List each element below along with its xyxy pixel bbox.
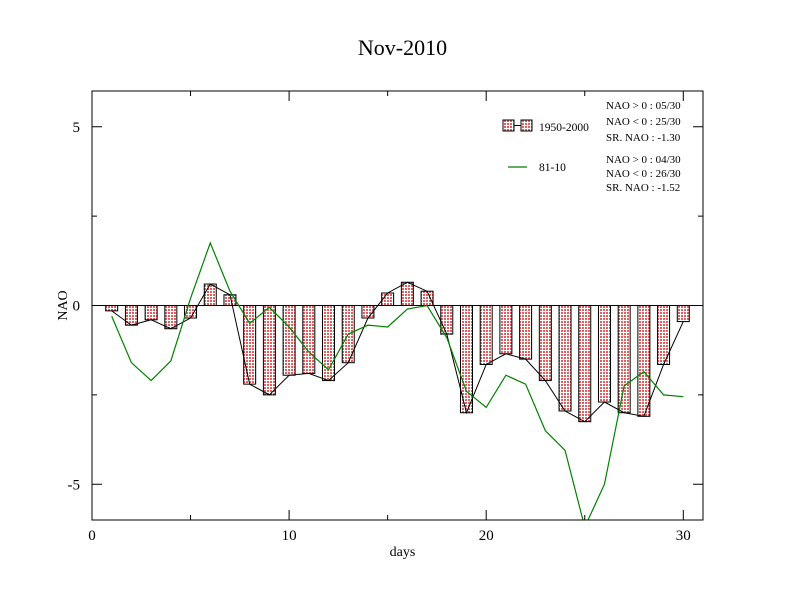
y-tick-label: 0 — [73, 299, 81, 315]
chart-title: Nov-2010 — [358, 35, 447, 60]
bar — [538, 305, 552, 382]
series-line-81-10 — [111, 241, 684, 520]
x-tick-label: 30 — [676, 528, 691, 544]
bar — [105, 305, 119, 312]
bar — [519, 305, 533, 360]
legend-label-1950-2000: 1950-2000 — [539, 122, 589, 134]
bar — [597, 305, 611, 403]
legend-stat-line: NAO < 0 : 26/30 — [606, 168, 681, 180]
y-tick-label: -5 — [68, 477, 81, 493]
bar — [164, 305, 178, 330]
y-axis-label: NAO — [56, 290, 71, 320]
legend-bar-swatch — [502, 119, 515, 132]
x-axis-label: days — [390, 545, 416, 560]
legend-label-81-10: 81-10 — [539, 162, 566, 174]
bar — [282, 305, 296, 376]
x-tick-label: 20 — [479, 528, 494, 544]
x-tick-label: 0 — [88, 528, 96, 544]
bar-series-line — [111, 281, 684, 423]
bar — [499, 305, 513, 355]
bar — [676, 305, 690, 323]
bar — [381, 292, 395, 306]
bar — [558, 305, 572, 412]
bar — [420, 290, 434, 307]
bar — [144, 305, 158, 321]
bar — [578, 305, 592, 423]
legend-bar-swatch — [520, 119, 533, 132]
x-tick-label: 10 — [282, 528, 297, 544]
legend-stat-line: NAO < 0 : 25/30 — [606, 116, 681, 128]
bar — [479, 305, 493, 365]
legend-stat-line: NAO > 0 : 05/30 — [606, 100, 681, 112]
y-tick-label: 5 — [73, 120, 81, 136]
bar — [203, 283, 217, 306]
bar — [262, 305, 276, 396]
legend-stat-line: SR. NAO : -1.52 — [606, 182, 680, 194]
bar — [361, 305, 375, 319]
legend-stat-line: SR. NAO : -1.30 — [606, 132, 681, 144]
bar — [400, 281, 414, 307]
bar — [637, 305, 651, 417]
legend-stat-line: NAO > 0 : 04/30 — [606, 154, 681, 166]
bar — [617, 305, 631, 414]
bar — [302, 305, 316, 374]
